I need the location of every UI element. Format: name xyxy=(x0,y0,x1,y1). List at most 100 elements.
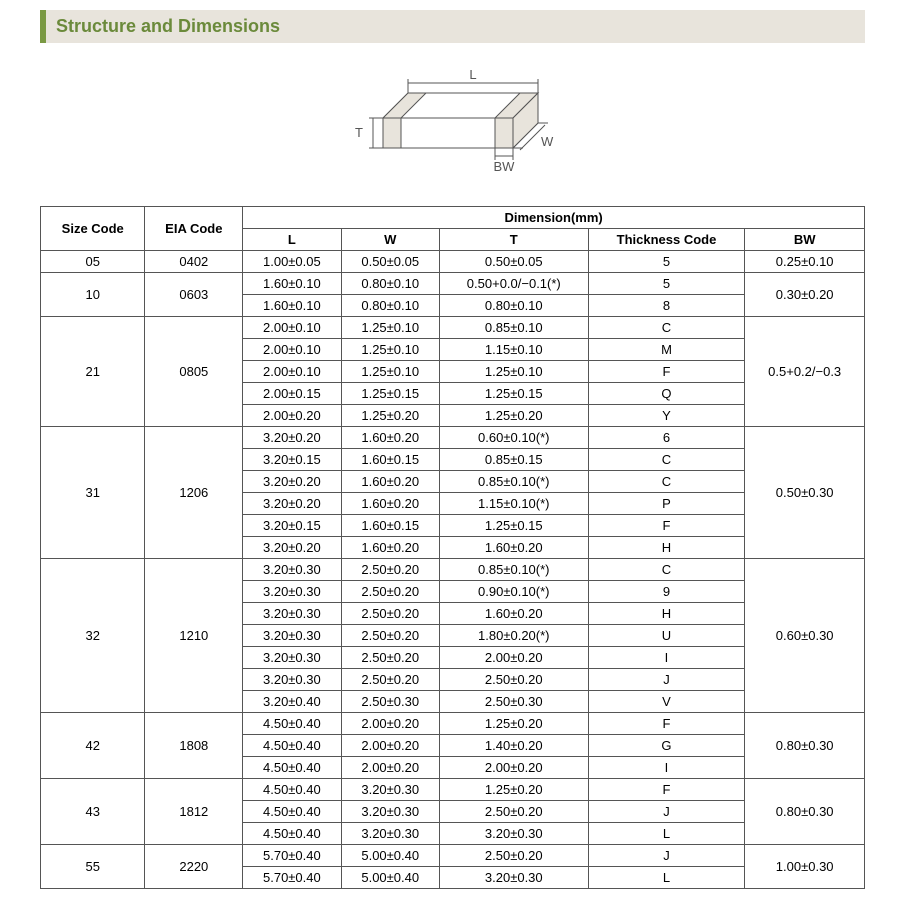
cell-size-code: 43 xyxy=(41,779,145,845)
cell-bw: 0.5+0.2/−0.3 xyxy=(745,317,865,427)
cell-T: 2.50±0.20 xyxy=(439,845,588,867)
dimensions-table: Size Code EIA Code Dimension(mm) L W T T… xyxy=(40,206,865,889)
cell-L: 5.70±0.40 xyxy=(243,845,341,867)
cell-tc: C xyxy=(588,449,745,471)
cell-bw: 0.25±0.10 xyxy=(745,251,865,273)
cell-L: 2.00±0.10 xyxy=(243,361,341,383)
cell-tc: C xyxy=(588,559,745,581)
table-row: 3212103.20±0.302.50±0.200.85±0.10(*)C0.6… xyxy=(41,559,865,581)
cell-bw: 0.80±0.30 xyxy=(745,713,865,779)
cell-tc: C xyxy=(588,317,745,339)
cell-W: 5.00±0.40 xyxy=(341,845,439,867)
cell-W: 2.50±0.20 xyxy=(341,669,439,691)
cell-size-code: 21 xyxy=(41,317,145,427)
table-body: 0504021.00±0.050.50±0.050.50±0.0550.25±0… xyxy=(41,251,865,889)
cell-tc: J xyxy=(588,845,745,867)
cell-tc: 9 xyxy=(588,581,745,603)
cell-size-code: 10 xyxy=(41,273,145,317)
cell-tc: F xyxy=(588,713,745,735)
cell-W: 1.60±0.20 xyxy=(341,427,439,449)
cell-tc: F xyxy=(588,361,745,383)
th-thickness-code: Thickness Code xyxy=(588,229,745,251)
cell-L: 3.20±0.40 xyxy=(243,691,341,713)
cell-tc: 8 xyxy=(588,295,745,317)
cell-T: 1.60±0.20 xyxy=(439,537,588,559)
cell-W: 1.25±0.10 xyxy=(341,317,439,339)
cell-L: 3.20±0.20 xyxy=(243,427,341,449)
cell-W: 2.00±0.20 xyxy=(341,757,439,779)
cell-T: 1.25±0.20 xyxy=(439,713,588,735)
cell-size-code: 32 xyxy=(41,559,145,713)
cell-T: 1.25±0.20 xyxy=(439,405,588,427)
cell-tc: L xyxy=(588,823,745,845)
cell-T: 0.85±0.10 xyxy=(439,317,588,339)
cell-T: 2.50±0.30 xyxy=(439,691,588,713)
cell-tc: F xyxy=(588,779,745,801)
cell-tc: U xyxy=(588,625,745,647)
cell-tc: L xyxy=(588,867,745,889)
cell-tc: I xyxy=(588,757,745,779)
cell-tc: J xyxy=(588,801,745,823)
cell-tc: I xyxy=(588,647,745,669)
cell-bw: 1.00±0.30 xyxy=(745,845,865,889)
th-T: T xyxy=(439,229,588,251)
cell-W: 1.25±0.20 xyxy=(341,405,439,427)
component-diagram: L W T BW xyxy=(0,53,905,198)
cell-L: 3.20±0.15 xyxy=(243,515,341,537)
label-T: T xyxy=(355,125,363,140)
cell-W: 1.25±0.10 xyxy=(341,361,439,383)
cell-L: 4.50±0.40 xyxy=(243,757,341,779)
cell-W: 2.50±0.20 xyxy=(341,647,439,669)
cell-L: 2.00±0.20 xyxy=(243,405,341,427)
cell-W: 1.25±0.15 xyxy=(341,383,439,405)
cell-L: 3.20±0.15 xyxy=(243,449,341,471)
table-row: 5522205.70±0.405.00±0.402.50±0.20J1.00±0… xyxy=(41,845,865,867)
cell-T: 2.00±0.20 xyxy=(439,647,588,669)
cell-T: 0.50±0.05 xyxy=(439,251,588,273)
cell-bw: 0.50±0.30 xyxy=(745,427,865,559)
cell-size-code: 31 xyxy=(41,427,145,559)
cell-W: 2.50±0.20 xyxy=(341,603,439,625)
cell-T: 1.25±0.15 xyxy=(439,515,588,537)
cell-T: 0.85±0.15 xyxy=(439,449,588,471)
cell-tc: P xyxy=(588,493,745,515)
cell-T: 0.85±0.10(*) xyxy=(439,559,588,581)
cell-W: 1.60±0.20 xyxy=(341,493,439,515)
cell-eia-code: 0805 xyxy=(145,317,243,427)
cell-W: 5.00±0.40 xyxy=(341,867,439,889)
cell-tc: Q xyxy=(588,383,745,405)
cell-W: 3.20±0.30 xyxy=(341,779,439,801)
cell-T: 0.85±0.10(*) xyxy=(439,471,588,493)
cell-T: 2.50±0.20 xyxy=(439,669,588,691)
cell-T: 1.80±0.20(*) xyxy=(439,625,588,647)
table-row: 2108052.00±0.101.25±0.100.85±0.10C0.5+0.… xyxy=(41,317,865,339)
cell-eia-code: 0402 xyxy=(145,251,243,273)
table-row: 0504021.00±0.050.50±0.050.50±0.0550.25±0… xyxy=(41,251,865,273)
cell-T: 1.25±0.10 xyxy=(439,361,588,383)
cell-tc: H xyxy=(588,537,745,559)
cell-tc: J xyxy=(588,669,745,691)
cell-T: 2.50±0.20 xyxy=(439,801,588,823)
cell-T: 1.60±0.20 xyxy=(439,603,588,625)
th-dimension: Dimension(mm) xyxy=(243,207,865,229)
cell-W: 0.80±0.10 xyxy=(341,295,439,317)
cell-eia-code: 0603 xyxy=(145,273,243,317)
cell-T: 2.00±0.20 xyxy=(439,757,588,779)
cell-W: 3.20±0.30 xyxy=(341,801,439,823)
cell-tc: 6 xyxy=(588,427,745,449)
label-W: W xyxy=(541,134,554,149)
cell-W: 0.50±0.05 xyxy=(341,251,439,273)
cell-L: 2.00±0.10 xyxy=(243,317,341,339)
cell-tc: G xyxy=(588,735,745,757)
th-W: W xyxy=(341,229,439,251)
cell-L: 3.20±0.30 xyxy=(243,581,341,603)
cell-L: 1.00±0.05 xyxy=(243,251,341,273)
cell-L: 3.20±0.30 xyxy=(243,603,341,625)
cell-W: 1.60±0.20 xyxy=(341,537,439,559)
cell-L: 3.20±0.20 xyxy=(243,493,341,515)
cell-T: 0.50+0.0/−0.1(*) xyxy=(439,273,588,295)
cell-T: 1.15±0.10(*) xyxy=(439,493,588,515)
cell-tc: F xyxy=(588,515,745,537)
cell-eia-code: 1812 xyxy=(145,779,243,845)
cell-size-code: 42 xyxy=(41,713,145,779)
